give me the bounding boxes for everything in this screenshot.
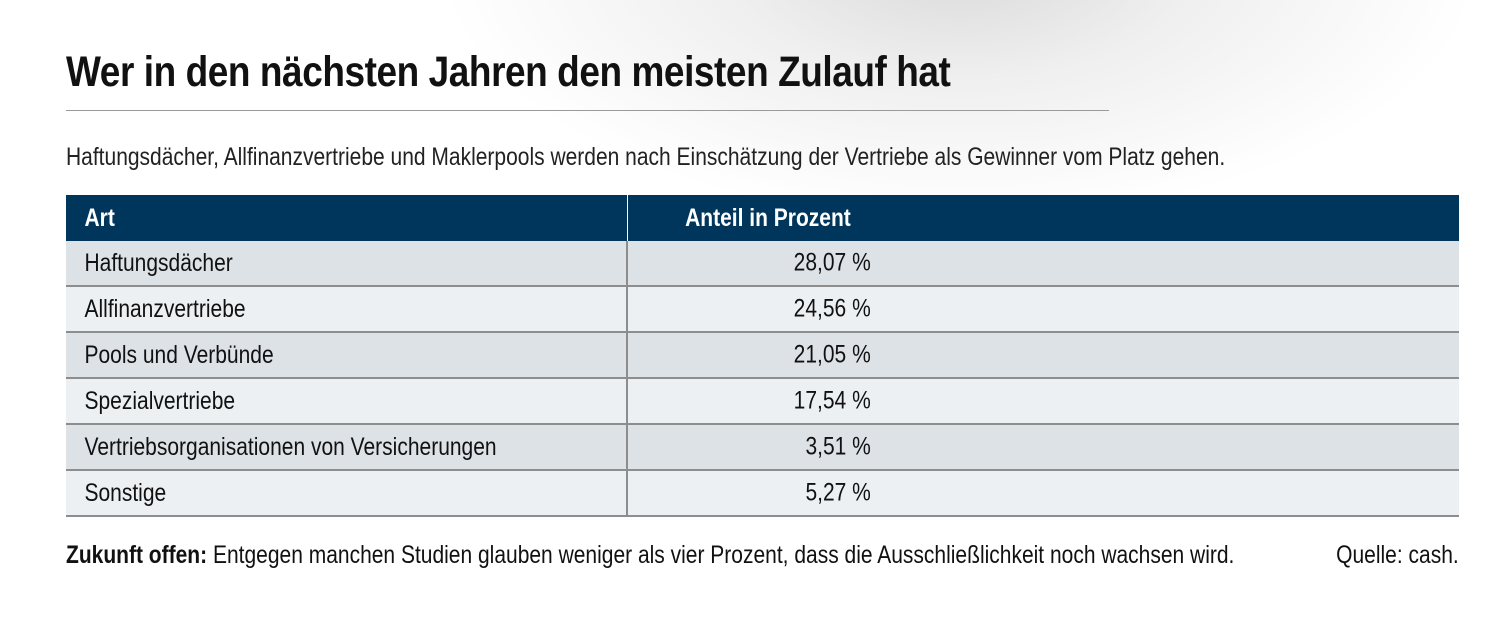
table-row: Pools und Verbünde 21,05 % (66, 332, 1459, 379)
category-cell: Pools und Verbünde (66, 332, 628, 379)
category-label: Spezialvertriebe (84, 386, 236, 415)
category-cell: Allfinanzvertriebe (66, 286, 628, 333)
table-row: Spezialvertriebe 17,54 % (66, 378, 1459, 425)
value-cell: 3,51 % (627, 424, 1459, 471)
chart-subtitle: Haftungsdächer, Allfinanzvertriebe und M… (66, 143, 1226, 171)
category-label: Pools und Verbünde (84, 340, 274, 369)
value-label: 17,54 % (793, 386, 871, 415)
value-cell: 28,07 % (627, 241, 1459, 287)
value-label: 3,51 % (805, 432, 871, 461)
category-cell: Spezialvertriebe (66, 378, 628, 425)
table-row: Sonstige 5,27 % (66, 470, 1459, 517)
table-row: Vertriebsorganisationen von Versicherung… (66, 424, 1459, 471)
category-cell: Vertriebsorganisationen von Versicherung… (66, 424, 628, 471)
source-credit: Quelle: cash. (1336, 541, 1459, 569)
value-label: 21,05 % (793, 340, 871, 369)
table-row: Haftungsdächer 28,07 % (66, 241, 1459, 287)
value-cell: 5,27 % (627, 470, 1459, 517)
column-header-anteil: Anteil in Prozent (627, 195, 1459, 241)
table-header-row: Art Anteil in Prozent (66, 195, 1459, 241)
category-cell: Haftungsdächer (66, 241, 628, 287)
value-label: 28,07 % (793, 248, 871, 277)
column-header-art: Art (66, 195, 628, 241)
category-label: Sonstige (84, 478, 167, 507)
title-divider (66, 110, 1109, 111)
footer-lead: Zukunft offen: (66, 541, 208, 569)
category-label: Haftungsdächer (84, 248, 233, 277)
chart-title: Wer in den nächsten Jahren den meisten Z… (66, 48, 951, 96)
table-row: Allfinanzvertriebe 24,56 % (66, 286, 1459, 333)
value-label: 24,56 % (793, 294, 871, 323)
value-cell: 17,54 % (627, 378, 1459, 425)
footer-text: Entgegen manchen Studien glauben weniger… (207, 541, 1235, 569)
category-label: Allfinanzvertriebe (84, 294, 246, 323)
value-cell: 21,05 % (627, 332, 1459, 379)
footer-note: Zukunft offen: Entgegen manchen Studien … (66, 538, 1459, 572)
category-cell: Sonstige (66, 470, 628, 517)
data-table: Art Anteil in Prozent Haftungsdächer 28,0… (66, 195, 1459, 517)
value-cell: 24,56 % (627, 286, 1459, 333)
category-label: Vertriebsorganisationen von Versicherung… (84, 432, 497, 461)
value-label: 5,27 % (805, 478, 871, 507)
